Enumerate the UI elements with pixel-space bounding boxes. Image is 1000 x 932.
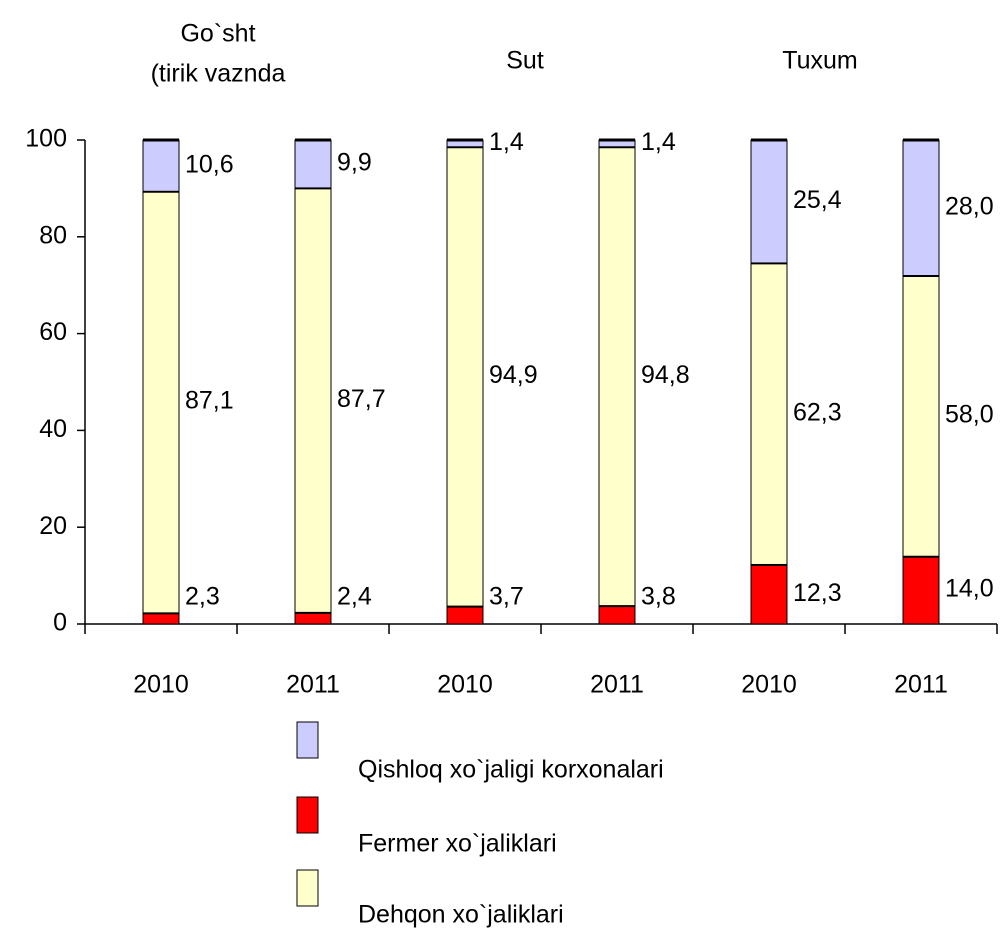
data-label: 3,7 [489, 583, 524, 611]
data-label: 28,0 [945, 192, 994, 220]
bar-segment [446, 146, 484, 607]
bar-segment [750, 563, 788, 625]
legend-label: Fermer xo`jaliklari [358, 830, 557, 858]
data-label: 14,0 [945, 575, 994, 603]
y-tick-label: 60 [39, 318, 67, 346]
data-label: 58,0 [945, 400, 994, 428]
bar-segment [902, 139, 940, 277]
y-tick-label: 40 [39, 415, 67, 443]
legend-swatch [296, 796, 319, 834]
legend-label: Qishloq xo`jaligi korxonalari [358, 756, 664, 784]
y-tick-label: 80 [39, 221, 67, 249]
data-label: 62,3 [793, 398, 842, 426]
x-tick-label: 2010 [133, 671, 189, 699]
bar-segment [294, 187, 332, 613]
group-label: Go`sht [180, 20, 255, 48]
data-label: 1,4 [489, 128, 524, 156]
data-label: 87,7 [337, 385, 386, 413]
bar-segment [902, 555, 940, 625]
data-label: 2,4 [337, 583, 372, 611]
bar-segment [750, 139, 788, 264]
data-label: 3,8 [641, 583, 676, 611]
x-tick-label: 2011 [590, 671, 644, 699]
group-label: (tirik vaznda [151, 60, 286, 88]
data-label: 87,1 [185, 387, 234, 415]
data-label: 9,9 [337, 149, 372, 177]
x-tick-label: 2011 [894, 671, 948, 699]
bar-segment [142, 612, 180, 625]
x-tick-label: 2010 [741, 671, 797, 699]
y-tick-label: 0 [53, 609, 67, 637]
legend-swatch [296, 721, 319, 759]
data-label: 12,3 [793, 579, 842, 607]
bar-segment [446, 605, 484, 625]
data-label: 2,3 [185, 583, 220, 611]
bar-segment [142, 139, 180, 192]
x-tick-label: 2010 [437, 671, 493, 699]
data-label: 10,6 [185, 150, 234, 178]
legend-swatch [296, 869, 319, 907]
data-label: 1,4 [641, 128, 676, 156]
x-tick-label: 2011 [286, 671, 340, 699]
group-label: Sut [506, 47, 544, 75]
data-label: 25,4 [793, 186, 842, 214]
bar-segment [902, 275, 940, 557]
data-label: 94,8 [641, 361, 690, 389]
bar-segment [294, 611, 332, 625]
bar-segment [294, 139, 332, 189]
bar-segment [598, 146, 636, 607]
legend-label: Dehqon xo`jaliklari [358, 901, 564, 929]
bar-segment [598, 605, 636, 625]
y-tick-label: 20 [39, 512, 67, 540]
group-label: Tuxum [782, 47, 857, 75]
y-tick-label: 100 [25, 125, 67, 153]
bar-segment [750, 262, 788, 565]
data-label: 94,9 [489, 361, 538, 389]
bar-segment [142, 190, 180, 614]
